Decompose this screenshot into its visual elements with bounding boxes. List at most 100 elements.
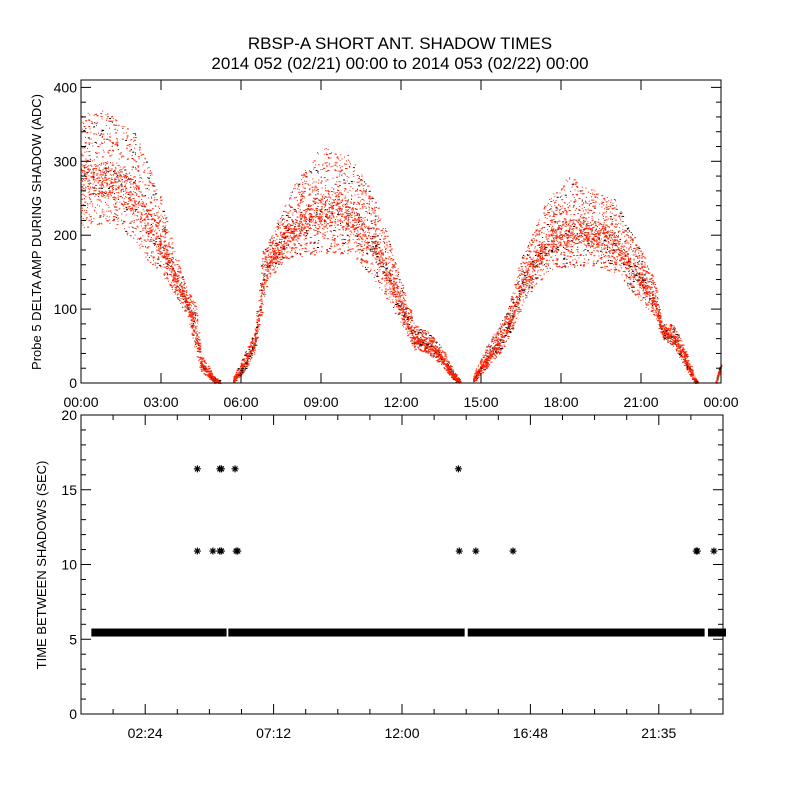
data-point [192, 317, 195, 319]
data-point [347, 253, 349, 255]
data-point [347, 246, 349, 248]
data-point [377, 269, 378, 270]
data-point [385, 247, 387, 249]
data-point [318, 220, 320, 222]
data-point [105, 125, 107, 126]
data-point [390, 274, 393, 276]
data-point [100, 172, 102, 174]
data-point [119, 171, 121, 173]
data-point [179, 288, 180, 290]
data-point [101, 212, 103, 214]
data-point [264, 293, 266, 295]
data-point [397, 294, 399, 296]
data-point [347, 228, 350, 230]
data-point [374, 257, 376, 259]
data-point [165, 232, 168, 234]
data-point [397, 291, 400, 293]
data-point [405, 314, 407, 316]
data-point [195, 345, 197, 347]
data-point [236, 377, 238, 379]
data-point [91, 200, 93, 202]
data-point [294, 226, 296, 228]
data-point [214, 380, 216, 382]
data-point [393, 277, 395, 279]
data-point [273, 239, 275, 241]
data-point [345, 228, 347, 230]
data-point [317, 152, 318, 154]
data-point [382, 229, 383, 231]
data-point [296, 230, 298, 232]
data-point [295, 219, 297, 221]
data-point [269, 267, 271, 268]
data-point [308, 227, 311, 229]
data-point [364, 206, 366, 207]
data-point [280, 227, 281, 229]
data-point [174, 281, 176, 283]
data-point [194, 330, 196, 332]
data-point [163, 248, 165, 250]
data-point [278, 244, 280, 246]
data-point [178, 297, 180, 299]
data-point [288, 225, 290, 227]
data-point [404, 322, 406, 324]
data-point [361, 229, 363, 230]
data-point [302, 224, 304, 226]
data-point [389, 277, 392, 279]
data-point [328, 162, 330, 164]
data-point [277, 249, 279, 251]
data-point [103, 179, 105, 181]
data-point [103, 214, 104, 216]
data-point [288, 217, 291, 218]
data-point [261, 298, 263, 300]
data-point [254, 344, 256, 346]
data-point [267, 256, 269, 258]
data-point [135, 219, 138, 221]
data-point [298, 203, 300, 205]
data-point [145, 226, 147, 228]
data-point [199, 367, 202, 369]
data-point [149, 231, 152, 233]
data-point [344, 195, 346, 197]
data-point [159, 240, 162, 242]
data-point [106, 178, 109, 180]
data-point [304, 219, 307, 221]
data-point [396, 284, 399, 286]
data-point [109, 136, 111, 138]
data-point [207, 375, 209, 377]
data-point [326, 179, 329, 181]
data-point [175, 278, 178, 280]
data-point [369, 227, 372, 229]
data-point [169, 260, 171, 262]
data-point [369, 198, 371, 200]
data-point [175, 280, 177, 282]
data-point [356, 235, 359, 237]
data-point [375, 240, 377, 242]
data-point [356, 239, 359, 241]
data-point [338, 193, 340, 195]
data-point [257, 311, 259, 313]
data-point [362, 205, 364, 207]
data-point [139, 147, 141, 149]
data-point [190, 313, 192, 315]
data-point [345, 182, 347, 184]
data-point [368, 235, 370, 237]
data-point [186, 310, 188, 312]
data-point [98, 180, 100, 182]
data-point [401, 311, 404, 313]
data-point [128, 194, 130, 196]
data-point [192, 325, 194, 327]
data-point [126, 188, 127, 189]
data-point [137, 218, 139, 220]
data-point [361, 254, 364, 256]
data-point [382, 241, 384, 243]
data-point [317, 171, 319, 173]
data-point [85, 173, 88, 175]
data-point [368, 200, 370, 202]
data-point [346, 206, 349, 208]
data-point [343, 243, 345, 245]
data-point [159, 253, 162, 255]
data-point [84, 142, 87, 144]
data-point [384, 280, 386, 282]
data-point [321, 219, 322, 221]
data-point [139, 211, 141, 213]
